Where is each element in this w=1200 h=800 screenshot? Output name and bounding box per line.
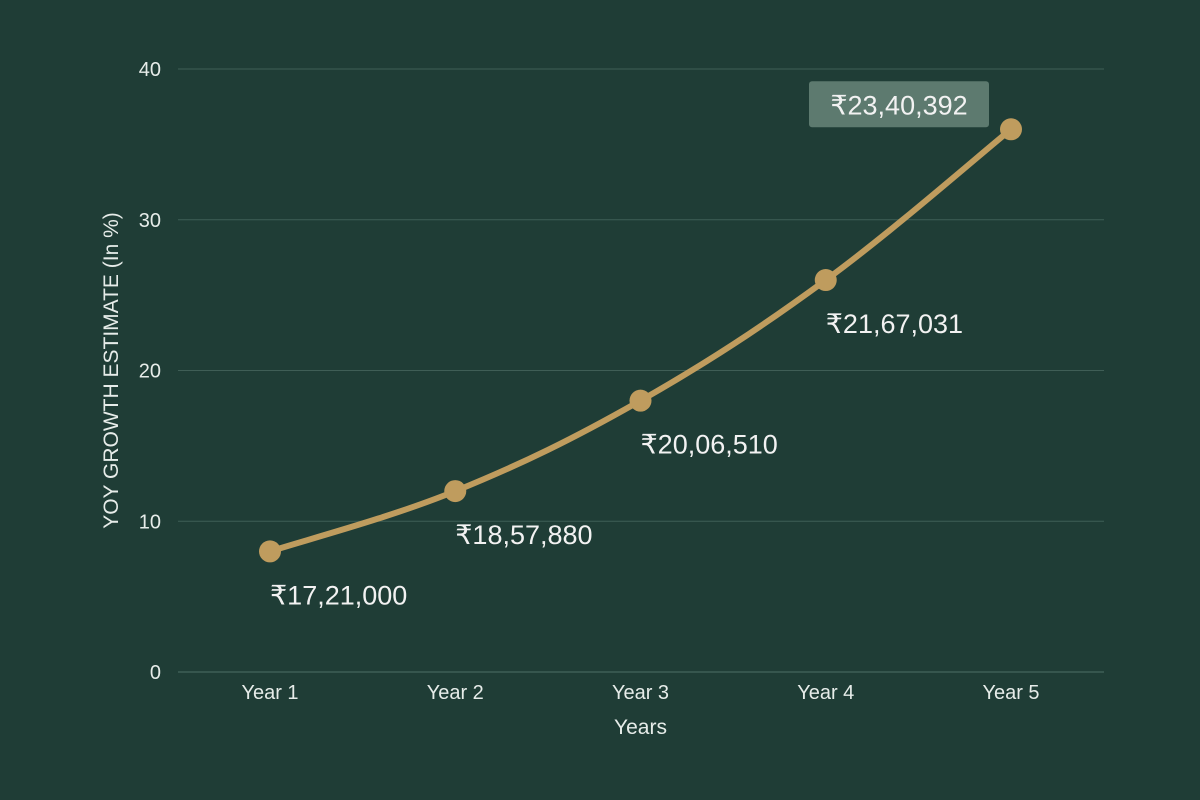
data-point <box>629 389 652 412</box>
x-tick-label: Year 3 <box>612 682 669 704</box>
data-label: ₹20,06,510 <box>641 430 778 460</box>
y-axis-title: YOY GROWTH ESTIMATE (In %) <box>100 212 123 529</box>
growth-series-line <box>267 126 1014 555</box>
grid-lines <box>178 68 1104 673</box>
x-axis-ticks: Year 1 Year 2 Year 3 Year 4 Year 5 <box>241 682 1039 704</box>
y-tick-label: 20 <box>139 361 161 383</box>
x-axis-title: Years <box>614 716 667 739</box>
x-tick-label: Year 2 <box>427 682 484 704</box>
x-tick-label: Year 5 <box>982 682 1039 704</box>
data-point <box>1000 118 1022 141</box>
x-tick-label: Year 4 <box>797 682 854 704</box>
data-label: ₹17,21,000 <box>270 580 407 610</box>
y-tick-label: 10 <box>139 511 161 533</box>
y-tick-label: 40 <box>139 59 161 81</box>
highlight-label-box <box>809 81 989 128</box>
data-labels: ₹17,21,000 ₹18,57,880 ₹20,06,510 ₹21,67,031… <box>270 81 989 610</box>
data-point <box>814 269 837 292</box>
y-tick-label: 0 <box>150 662 161 684</box>
data-points <box>259 118 1022 563</box>
data-point <box>259 540 281 563</box>
x-tick-label: Year 1 <box>241 682 298 704</box>
y-tick-label: 30 <box>139 210 161 232</box>
data-label: ₹23,40,392 <box>830 90 967 120</box>
data-label: ₹18,57,880 <box>455 520 592 550</box>
highlight-label: ₹23,40,392 <box>809 81 989 128</box>
data-point <box>444 480 467 503</box>
y-axis-ticks: 0 10 20 30 40 <box>139 59 161 684</box>
data-label: ₹21,67,031 <box>826 309 963 339</box>
